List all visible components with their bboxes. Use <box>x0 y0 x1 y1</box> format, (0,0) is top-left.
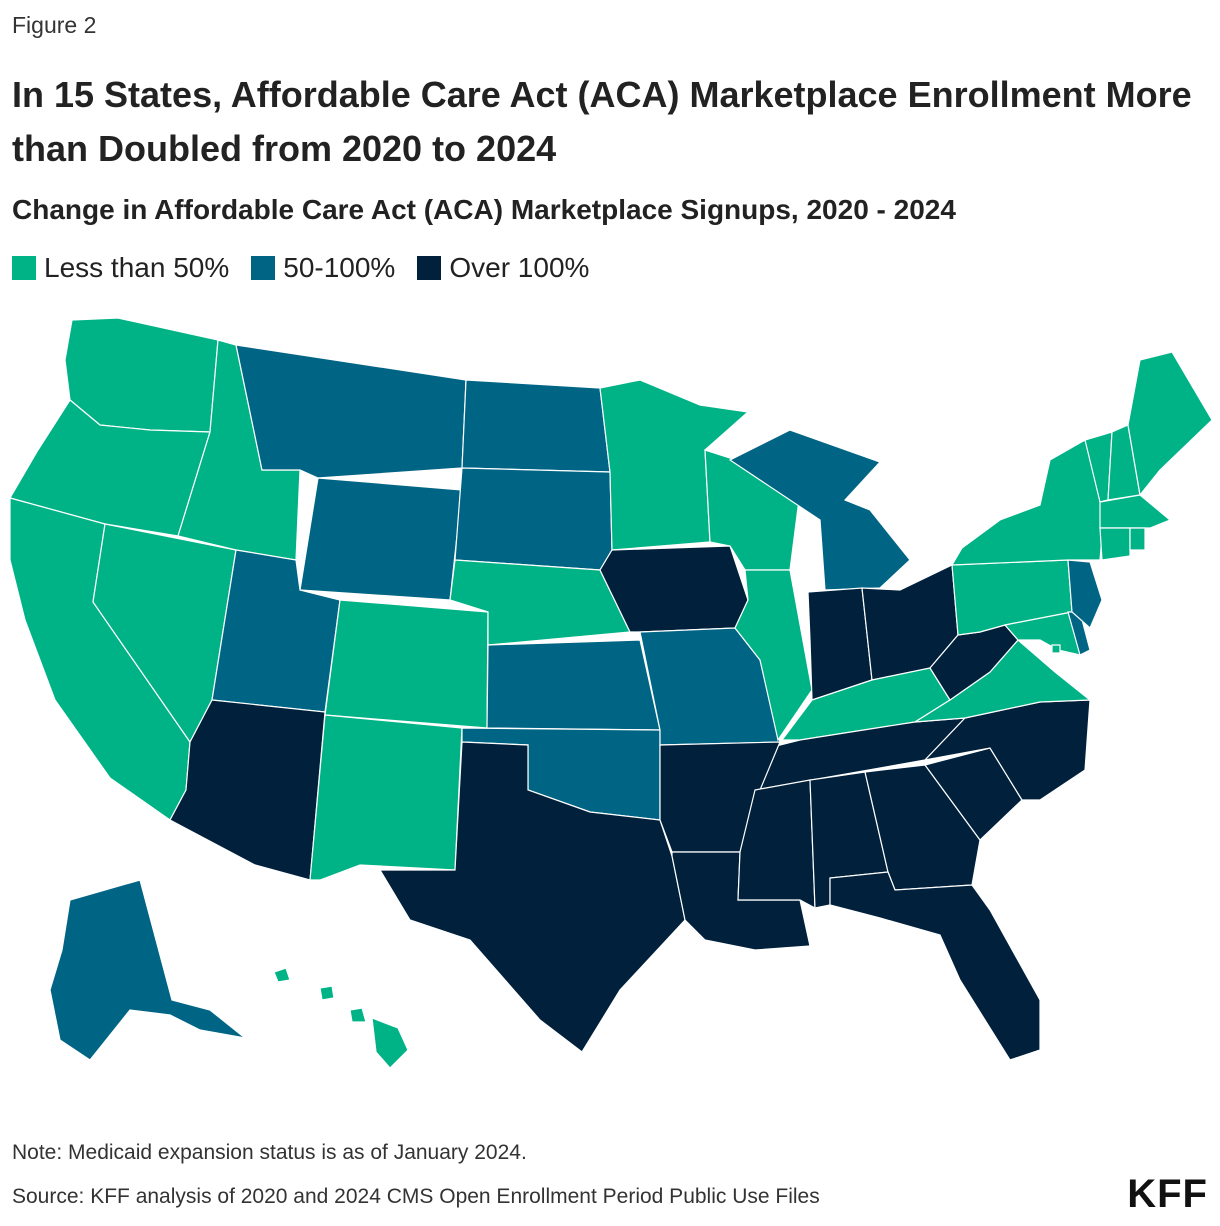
note-text: Note: Medicaid expansion status is as of… <box>12 1141 527 1164</box>
state-WY[interactable] <box>299 477 463 601</box>
state-SD[interactable] <box>454 467 613 571</box>
chart-subtitle: Change in Affordable Care Act (ACA) Mark… <box>12 194 956 225</box>
state-CO[interactable] <box>324 599 489 729</box>
legend-label-low: Less than 50% <box>44 252 230 283</box>
us-states-map <box>9 317 1213 1069</box>
state-NJ[interactable] <box>1067 559 1103 630</box>
state-ND[interactable] <box>461 379 611 473</box>
state-HI[interactable] <box>273 967 409 1069</box>
legend-item-high: Over 100% <box>417 252 589 284</box>
kff-logo: KFF <box>1127 1172 1208 1216</box>
state-MA[interactable] <box>1099 494 1172 529</box>
legend-swatch-mid <box>251 256 276 280</box>
legend-swatch-high <box>417 256 442 280</box>
state-RI[interactable] <box>1129 527 1146 551</box>
state-IL[interactable] <box>734 569 813 742</box>
legend: Less than 50% 50-100% Over 100% <box>12 252 611 284</box>
source-text: Source: KFF analysis of 2020 and 2024 CM… <box>12 1185 820 1208</box>
state-NM[interactable] <box>309 714 463 881</box>
legend-item-low: Less than 50% <box>12 252 229 284</box>
legend-label-high: Over 100% <box>449 252 590 283</box>
state-CT[interactable] <box>1099 527 1131 561</box>
state-DC[interactable] <box>1051 644 1061 654</box>
figure-label: Figure 2 <box>12 12 97 38</box>
state-AK[interactable] <box>49 879 246 1061</box>
state-ME[interactable] <box>1127 351 1213 497</box>
state-MT[interactable] <box>235 344 467 479</box>
state-KS[interactable] <box>486 639 661 731</box>
legend-swatch-low <box>12 256 36 280</box>
legend-item-mid: 50-100% <box>251 252 395 284</box>
state-NY[interactable] <box>950 439 1106 566</box>
chart-title: In 15 States, Affordable Care Act (ACA) … <box>12 74 1192 169</box>
state-TX[interactable] <box>378 741 686 1053</box>
legend-label-mid: 50-100% <box>283 252 396 283</box>
state-FL[interactable] <box>829 871 1041 1061</box>
state-MI[interactable] <box>728 429 911 591</box>
